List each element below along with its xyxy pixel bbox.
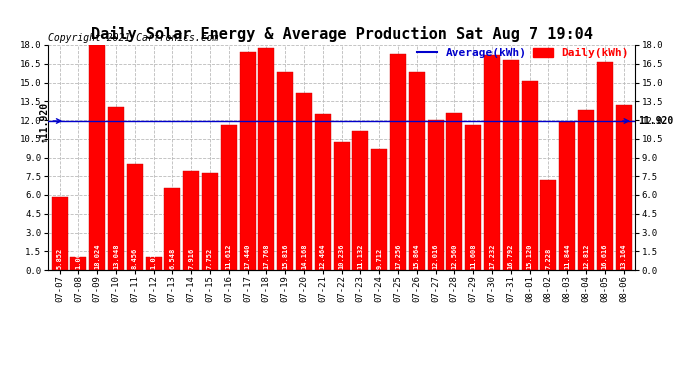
Text: 14.168: 14.168 [301,244,307,269]
Bar [258,48,275,270]
Bar [108,107,124,270]
Bar [127,164,143,270]
Text: 13.164: 13.164 [620,244,627,269]
Text: 12.560: 12.560 [451,244,457,269]
Text: 17.256: 17.256 [395,244,401,269]
Bar [390,54,406,270]
Text: 17.232: 17.232 [489,244,495,269]
Text: 1.016: 1.016 [150,248,157,269]
Bar [465,125,481,270]
Text: 11.920: 11.920 [638,116,673,126]
Text: 17.440: 17.440 [244,244,250,269]
Bar [503,60,519,270]
Text: 6.548: 6.548 [169,248,175,269]
Text: 7.916: 7.916 [188,248,194,269]
Bar [52,197,68,270]
Text: 7.228: 7.228 [545,248,551,269]
Bar [70,257,86,270]
Text: 16.616: 16.616 [602,244,608,269]
Bar [164,188,180,270]
Text: 11.608: 11.608 [470,244,476,269]
Bar [615,105,631,270]
Bar [89,45,105,270]
Text: 11.844: 11.844 [564,244,570,269]
Text: 13.048: 13.048 [113,244,119,269]
Text: 12.016: 12.016 [433,244,439,269]
Bar [315,114,331,270]
Bar [446,113,462,270]
Bar [428,120,444,270]
Legend: Average(kWh), Daily(kWh): Average(kWh), Daily(kWh) [417,48,629,58]
Bar [183,171,199,270]
Bar [221,125,237,270]
Bar [597,62,613,270]
Bar [408,72,425,270]
Text: 5.852: 5.852 [57,248,63,269]
Bar [333,142,350,270]
Bar [353,131,368,270]
Text: ↑11.920: ↑11.920 [39,100,49,142]
Bar [371,148,387,270]
Bar [540,180,556,270]
Text: 11.132: 11.132 [357,244,364,269]
Bar [277,72,293,270]
Bar [239,52,255,270]
Bar [296,93,312,270]
Text: 10.236: 10.236 [339,244,344,269]
Bar [578,110,594,270]
Bar [559,122,575,270]
Text: 12.812: 12.812 [583,244,589,269]
Text: 15.864: 15.864 [414,244,420,269]
Text: 9.712: 9.712 [376,248,382,269]
Text: 16.792: 16.792 [508,244,514,269]
Bar [146,257,161,270]
Title: Daily Solar Energy & Average Production Sat Aug 7 19:04: Daily Solar Energy & Average Production … [90,27,593,42]
Text: 8.456: 8.456 [132,248,138,269]
Text: 7.752: 7.752 [207,248,213,269]
Text: 15.120: 15.120 [526,244,533,269]
Text: 11.612: 11.612 [226,244,232,269]
Text: 12.464: 12.464 [319,244,326,269]
Bar [522,81,538,270]
Text: Copyright 2021 Cartronics.com: Copyright 2021 Cartronics.com [48,33,219,43]
Text: 15.816: 15.816 [282,244,288,269]
Bar [484,55,500,270]
Text: 1.060: 1.060 [75,248,81,269]
Text: 18.024: 18.024 [94,244,100,269]
Text: 17.768: 17.768 [264,244,269,269]
Bar [202,173,218,270]
